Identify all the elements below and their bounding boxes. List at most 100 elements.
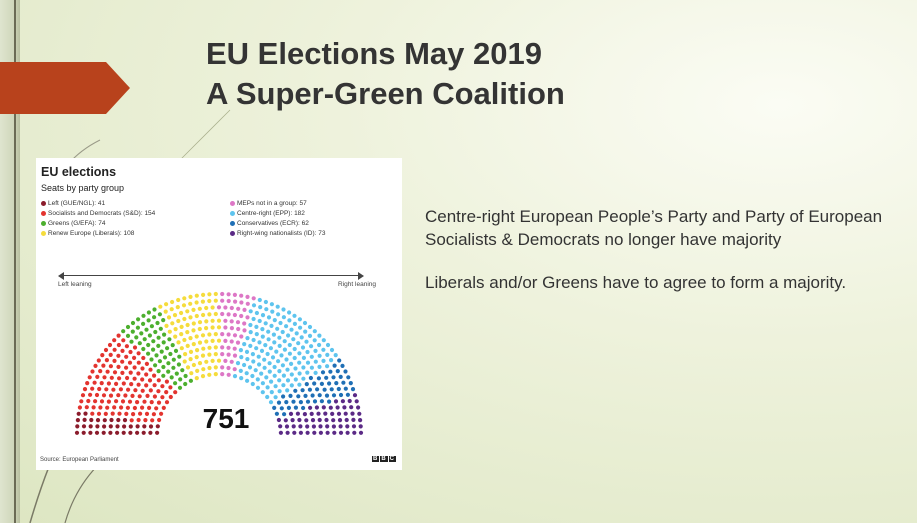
seat-dot xyxy=(247,365,253,370)
seat-dot xyxy=(88,392,93,397)
chart-source: Source: European Parliament xyxy=(40,457,119,463)
seat-dot xyxy=(168,351,173,357)
body-text: Centre-right European People’s Party and… xyxy=(425,205,915,314)
seat-dot xyxy=(179,346,184,351)
seat-dot xyxy=(122,424,127,429)
seat-dot xyxy=(348,381,353,386)
seat-dot xyxy=(138,411,143,416)
seat-dot xyxy=(308,405,313,410)
legend-dot-icon xyxy=(230,200,235,206)
seat-dot xyxy=(114,381,119,386)
seat-dot xyxy=(329,347,335,353)
seat-dot xyxy=(303,329,308,334)
seat-dot xyxy=(74,430,80,435)
seat-dot xyxy=(176,362,181,367)
seat-dot xyxy=(104,358,109,363)
seat-dot xyxy=(265,385,270,390)
seat-dot xyxy=(167,329,172,334)
seat-dot xyxy=(82,387,88,392)
seat-dot xyxy=(116,417,121,423)
legend-label: Greens (G/EFA): 74 xyxy=(48,220,106,227)
seat-dot xyxy=(185,343,190,348)
seat-dot xyxy=(151,412,156,417)
seat-dot xyxy=(244,349,250,354)
legend-item: MEPs not in a group: 57 xyxy=(230,200,307,207)
seat-dot xyxy=(174,371,179,376)
seat-dot xyxy=(282,412,287,417)
seat-dot xyxy=(293,366,298,371)
seat-dot xyxy=(124,354,129,359)
seat-dot xyxy=(169,375,174,380)
seat-dot xyxy=(248,330,253,335)
seat-dot xyxy=(358,424,363,429)
seat-dot xyxy=(285,378,291,383)
seat-dot xyxy=(291,337,296,342)
slide-title: EU Elections May 2019 A Super-Green Coal… xyxy=(206,34,806,114)
seat-dot xyxy=(265,394,270,400)
seat-dot xyxy=(321,338,326,343)
seat-dot xyxy=(133,388,138,393)
left-leaning-label: Left leaning xyxy=(58,281,92,288)
legend-item: Left (GUE/NGL): 41 xyxy=(41,200,105,207)
seat-dot xyxy=(257,340,262,345)
seat-dot xyxy=(226,332,231,337)
seat-dot xyxy=(263,299,268,305)
seat-dot xyxy=(343,386,348,391)
seat-dot xyxy=(101,393,107,398)
seat-dot xyxy=(239,313,244,319)
seat-dot xyxy=(137,341,142,346)
seat-dot xyxy=(285,388,290,393)
seat-dot xyxy=(108,352,113,357)
seat-dot xyxy=(149,324,154,329)
seat-dot xyxy=(337,418,343,423)
seat-dot xyxy=(112,358,117,363)
legend-dot-icon xyxy=(41,220,46,226)
seat-dot xyxy=(148,424,154,429)
seat-dot xyxy=(114,399,119,404)
seat-dot xyxy=(343,369,348,374)
seat-dot xyxy=(160,384,165,389)
seat-dot xyxy=(328,369,333,374)
seat-dot xyxy=(318,430,323,435)
seat-dot xyxy=(271,332,276,337)
seat-dot xyxy=(317,417,322,423)
seat-dot xyxy=(197,306,202,311)
seat-dot xyxy=(260,390,265,395)
seat-dot xyxy=(207,332,212,337)
seat-dot xyxy=(169,307,174,312)
seat-dot xyxy=(109,417,114,423)
seat-dot xyxy=(229,326,234,331)
seat-dot xyxy=(120,399,126,404)
seat-dot xyxy=(136,382,141,387)
seat-dot xyxy=(325,364,330,369)
seat-dot xyxy=(110,411,115,416)
seat-dot xyxy=(289,361,294,366)
seat-dot xyxy=(277,335,282,340)
seat-dot xyxy=(333,353,338,358)
seat-dot xyxy=(200,353,206,358)
seat-dot xyxy=(151,339,156,344)
seat-dot xyxy=(285,367,290,372)
right-arrow-icon xyxy=(358,272,364,280)
seat-dot xyxy=(98,405,103,410)
seat-dot xyxy=(268,346,273,351)
seat-dot xyxy=(239,355,244,360)
legend-dot-icon xyxy=(230,210,235,216)
seat-dot xyxy=(141,313,146,318)
seat-dot xyxy=(201,367,206,372)
seat-dot xyxy=(256,354,261,359)
seat-dot xyxy=(173,381,178,386)
seat-dot xyxy=(75,424,80,429)
seat-dot xyxy=(81,430,86,435)
seat-dot xyxy=(291,424,296,429)
seat-dot xyxy=(178,377,183,382)
seat-dot xyxy=(166,315,172,320)
seat-dot xyxy=(216,305,222,310)
seat-dot xyxy=(185,322,190,328)
seat-dot xyxy=(329,387,334,392)
seat-dot xyxy=(239,293,244,298)
seat-dot xyxy=(223,325,228,330)
seat-dot xyxy=(144,327,149,332)
seat-dot xyxy=(140,405,145,410)
seat-dot xyxy=(311,424,316,429)
